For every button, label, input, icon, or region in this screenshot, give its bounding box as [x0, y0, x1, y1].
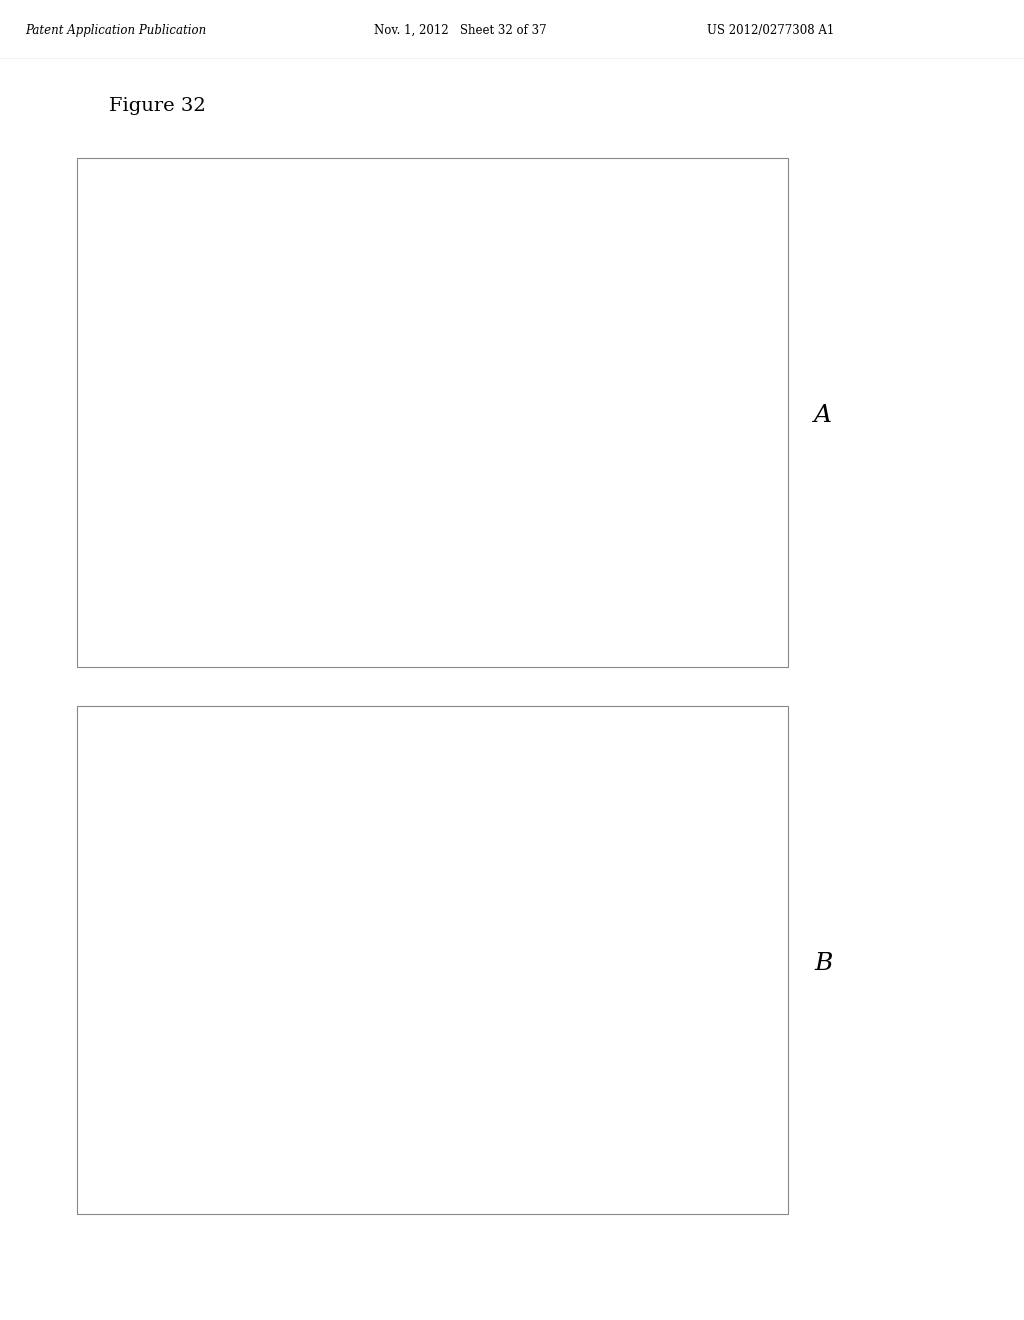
Text: B: B — [814, 952, 833, 975]
Text: US 2012/0277308 A1: US 2012/0277308 A1 — [707, 24, 834, 37]
Title: U2OS with E4A-Tig-N: U2OS with E4A-Tig-N — [364, 185, 507, 199]
Text: Patent Application Publication: Patent Application Publication — [26, 24, 207, 37]
Text: Figure 32: Figure 32 — [110, 96, 206, 115]
Legend: E4A, N: E4A, N — [184, 561, 243, 595]
X-axis label: concentration (ug/ml): concentration (ug/ml) — [367, 626, 504, 638]
Y-axis label: % Cells Growth (MTT): % Cells Growth (MTT) — [121, 883, 134, 1018]
Y-axis label: % Growth (MTT): % Growth (MTT) — [121, 352, 134, 453]
Text: A: A — [814, 404, 833, 428]
X-axis label: concentration (ug/ml): concentration (ug/ml) — [367, 1173, 504, 1185]
Text: Nov. 1, 2012   Sheet 32 of 37: Nov. 1, 2012 Sheet 32 of 37 — [374, 24, 547, 37]
Legend: S (1), S (2): S (1), S (2) — [623, 933, 686, 968]
